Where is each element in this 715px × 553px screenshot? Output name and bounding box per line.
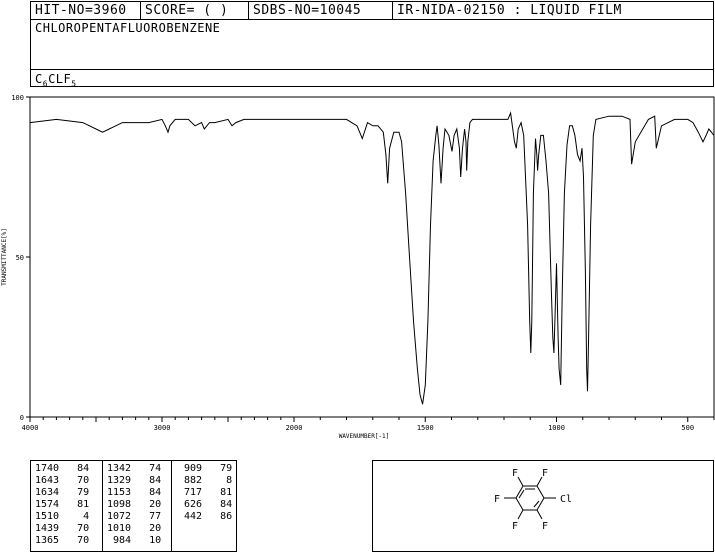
peak-row: 1153 84	[107, 487, 161, 499]
molecular-formula: C6CLF5	[35, 72, 77, 89]
peak-wavenumber: 717	[178, 487, 203, 498]
peak-transmittance: 74	[131, 463, 162, 474]
peak-row: 1574 81	[35, 499, 89, 511]
peak-transmittance: 86	[202, 511, 233, 522]
peak-row: 1643 70	[35, 475, 89, 487]
peak-wavenumber: 1740	[35, 463, 60, 474]
peak-transmittance: 70	[59, 523, 90, 534]
atom-label: F	[542, 468, 548, 479]
peak-transmittance: 20	[131, 523, 162, 534]
atom-label: F	[494, 494, 500, 505]
peak-row: 882 8	[178, 475, 232, 487]
peak-row: 1510 4	[35, 511, 89, 523]
peak-wavenumber: 984	[107, 535, 132, 546]
y-tick-label: 0	[20, 414, 24, 422]
peak-wavenumber: 442	[178, 511, 203, 522]
peak-row: 1740 84	[35, 463, 89, 475]
y-tick-label: 50	[16, 254, 24, 262]
spectrum-line	[29, 111, 715, 405]
header-divider	[392, 2, 393, 19]
peak-transmittance: 70	[59, 475, 90, 486]
x-tick-label: 3000	[154, 424, 171, 432]
peak-transmittance: 79	[202, 463, 233, 474]
header-divider	[140, 2, 141, 19]
ir-spectrum-chart: 0 50 100 4000 3000 2000 1500 1000 500 WAVENUMBE…	[1, 94, 715, 440]
peak-row: 442 86	[178, 511, 232, 523]
peak-row: 1098 20	[107, 499, 161, 511]
peak-transmittance: 70	[59, 535, 90, 546]
atom-label: F	[512, 521, 518, 532]
y-tick-label: 100	[11, 94, 24, 102]
plot-frame	[29, 96, 715, 418]
peak-transmittance: 10	[131, 535, 162, 546]
x-axis-label: WAVENUMBER[-1]	[339, 433, 390, 440]
peak-row: 1329 84	[107, 475, 161, 487]
peak-row: 1439 70	[35, 523, 89, 535]
sdbs-number: SDBS-NO=10045	[253, 3, 362, 18]
peak-wavenumber: 1643	[35, 475, 60, 486]
peak-transmittance: 8	[202, 475, 233, 486]
hit-number: HIT-NO=3960	[35, 3, 127, 18]
peak-column-2: 1342 74 1329 84 1153 84 1098 20 1072 77 1010 …	[107, 463, 161, 547]
peak-transmittance: 81	[202, 487, 233, 498]
peak-table: 1740 84 1643 70 1634 79 1574 81 1510 4 1439 7…	[30, 460, 237, 552]
molecule-structure: F F F Cl F F	[494, 468, 572, 532]
peak-wavenumber: 1098	[107, 499, 132, 510]
x-tick-label: 2000	[286, 424, 303, 432]
peak-wavenumber: 882	[178, 475, 203, 486]
peak-wavenumber: 1634	[35, 487, 60, 498]
peak-column-3: 909 79 882 8 717 81 626 84 442 86	[178, 463, 232, 523]
peak-row: 1342 74	[107, 463, 161, 475]
peak-transmittance: 84	[131, 475, 162, 486]
atom-label: F	[512, 468, 518, 479]
peak-row: 1365 70	[35, 535, 89, 547]
x-tick-label: 1500	[417, 424, 434, 432]
peak-wavenumber: 626	[178, 499, 203, 510]
peak-row: 626 84	[178, 499, 232, 511]
peak-wavenumber: 1329	[107, 475, 132, 486]
peak-column-1: 1740 84 1643 70 1634 79 1574 81 1510 4 1439 7…	[35, 463, 89, 547]
atom-label: F	[542, 521, 548, 532]
peak-row: 717 81	[178, 487, 232, 499]
peak-row: 1072 77	[107, 511, 161, 523]
peak-transmittance: 79	[59, 487, 90, 498]
ir-method: IR-NIDA-02150 : LIQUID FILM	[397, 3, 622, 18]
peak-row: 909 79	[178, 463, 232, 475]
peak-transmittance: 84	[202, 499, 233, 510]
peak-wavenumber: 1010	[107, 523, 132, 534]
info-divider	[31, 69, 713, 70]
peak-transmittance: 77	[131, 511, 162, 522]
compound-name: CHLOROPENTAFLUOROBENZENE	[35, 21, 221, 35]
peak-transmittance: 81	[59, 499, 90, 510]
atom-label: Cl	[560, 494, 572, 505]
header-divider	[248, 2, 249, 19]
peak-table-divider	[171, 461, 172, 551]
structure-box: F F F Cl F F	[372, 460, 714, 552]
peak-transmittance: 20	[131, 499, 162, 510]
peak-row: 1634 79	[35, 487, 89, 499]
peak-wavenumber: 1510	[35, 511, 60, 522]
compound-info-box: CHLOROPENTAFLUOROBENZENE C6CLF5	[30, 19, 714, 89]
benzene-ring	[504, 476, 556, 520]
peak-table-divider	[102, 461, 103, 551]
x-axis: 4000 3000 2000 1500 1000 500	[22, 417, 715, 432]
peak-wavenumber: 909	[178, 463, 203, 474]
peak-wavenumber: 1342	[107, 463, 132, 474]
x-tick-label: 4000	[22, 424, 39, 432]
x-tick-label: 1000	[548, 424, 565, 432]
peak-row: 984 10	[107, 535, 161, 547]
peak-wavenumber: 1072	[107, 511, 132, 522]
peak-transmittance: 84	[131, 487, 162, 498]
y-axis: 0 50 100	[11, 94, 30, 422]
peak-wavenumber: 1439	[35, 523, 60, 534]
peak-transmittance: 4	[59, 511, 90, 522]
peak-row: 1010 20	[107, 523, 161, 535]
x-tick-label: 500	[681, 424, 694, 432]
peak-wavenumber: 1574	[35, 499, 60, 510]
peak-wavenumber: 1365	[35, 535, 60, 546]
peak-transmittance: 84	[59, 463, 90, 474]
y-axis-label: TRANSMITTANCE[%]	[1, 228, 8, 286]
peak-wavenumber: 1153	[107, 487, 132, 498]
score-label: SCORE= ( )	[145, 3, 229, 18]
